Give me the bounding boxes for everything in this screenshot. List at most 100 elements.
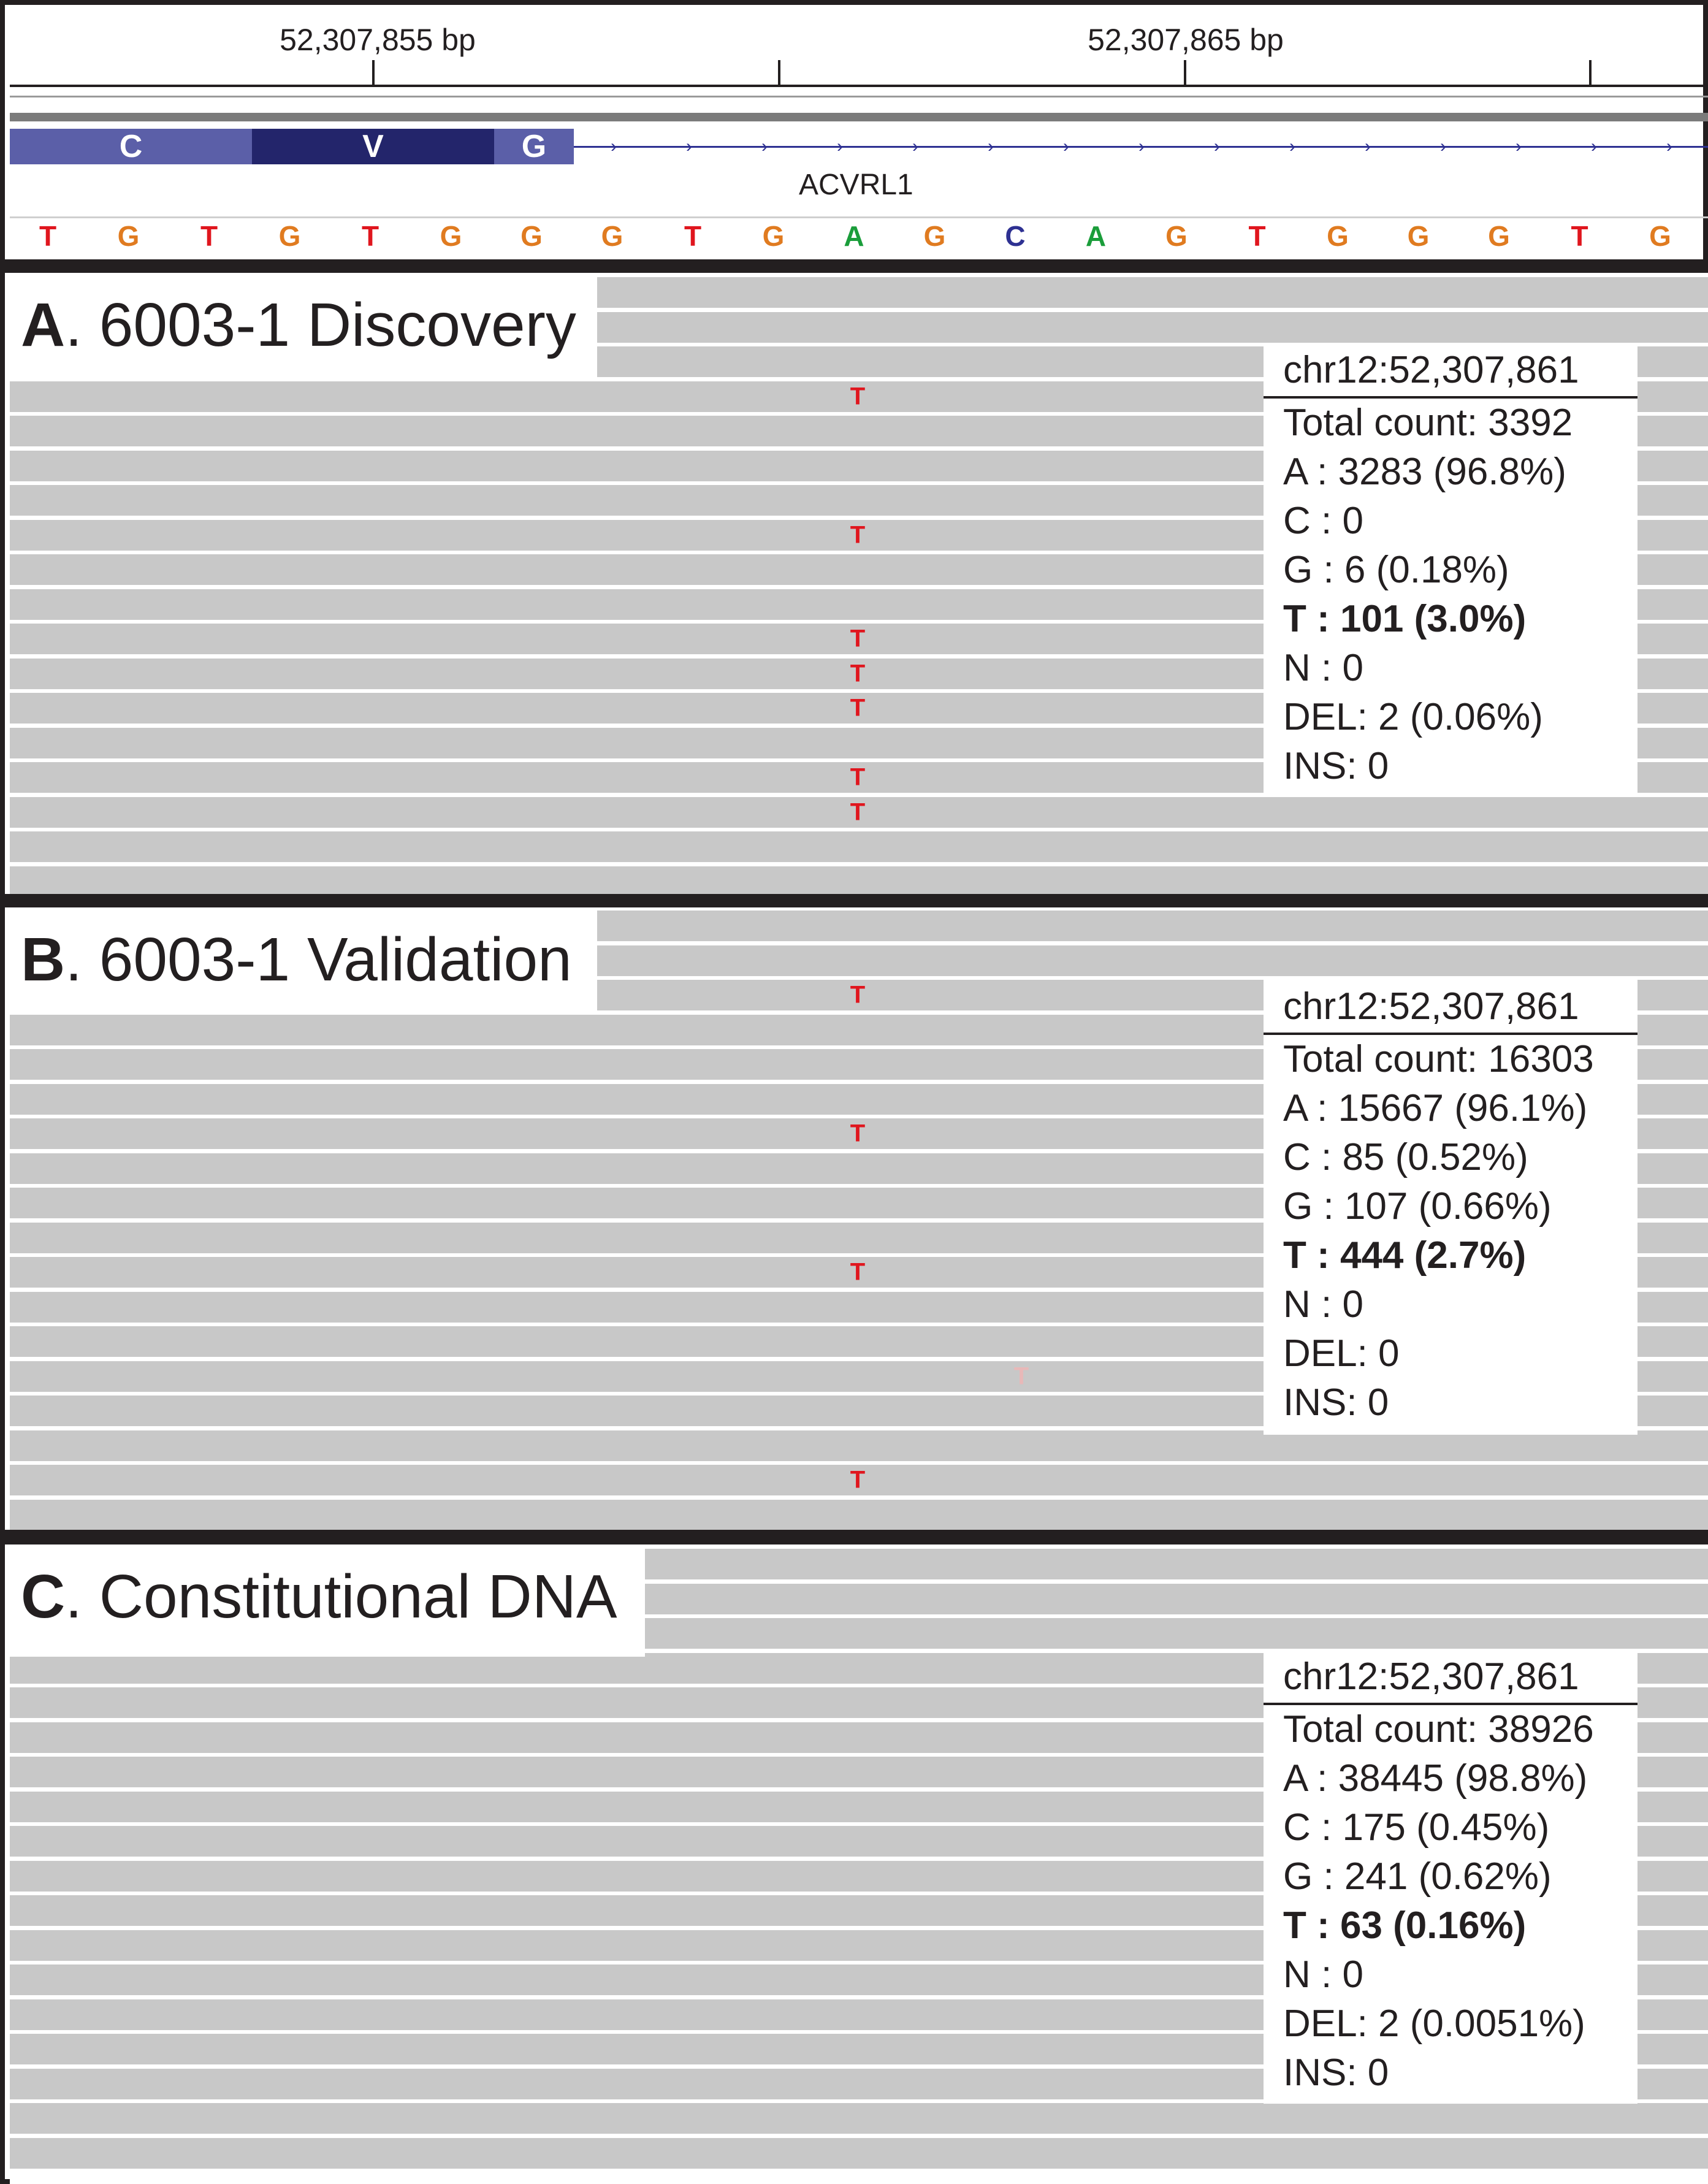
strand-arrow-icon: › — [1214, 136, 1220, 156]
track-divider — [10, 113, 1708, 121]
allele-count-line: N : 0 — [1283, 1953, 1363, 1996]
sequence-read — [10, 2103, 1708, 2134]
popup-locus: chr12:52,307,861 — [1264, 980, 1637, 1035]
exon-amino-acid: C — [119, 129, 143, 164]
panel-separator — [5, 259, 1708, 273]
reference-base: G — [117, 220, 140, 252]
allele-count-line: A : 15667 (96.1%) — [1283, 1087, 1588, 1129]
strand-arrow-icon: › — [1440, 136, 1446, 156]
allele-count-line: T : 101 (3.0%) — [1283, 598, 1527, 640]
panel-constitutional: C. Constitutional DNA chr12:52,307,861 T… — [10, 1544, 1708, 2184]
mismatch-base: T — [850, 660, 866, 687]
strand-arrow-icon: › — [1591, 136, 1597, 156]
sequence-read — [10, 831, 1708, 862]
coordinate-ruler: 52,307,855 bp 52,307,865 bp — [10, 10, 1708, 121]
reference-base: G — [520, 220, 543, 252]
mismatch-base: T — [850, 763, 866, 791]
low-quality-mismatch-base: T — [1013, 1362, 1029, 1389]
allele-count-line: N : 0 — [1283, 1283, 1363, 1326]
popup-lines: Total count: 38926 A : 38445 (98.8%) C : 1… — [1264, 1705, 1637, 2098]
track-divider — [10, 216, 1708, 218]
strand-arrow-icon: › — [1515, 136, 1522, 156]
sequence-read — [10, 1499, 1708, 1530]
reference-base: T — [361, 220, 379, 252]
allele-count-line: C : 85 (0.52%) — [1283, 1136, 1528, 1178]
exon-block: V — [252, 129, 494, 164]
popup-lines: Total count: 3392 A : 3283 (96.8%) C : 0 G … — [1264, 399, 1637, 791]
reference-base: G — [278, 220, 301, 252]
mismatch-base: T — [850, 981, 866, 1009]
exon-block: C — [10, 129, 252, 164]
allele-count-popup: chr12:52,307,861 Total count: 38926 A : 3… — [1264, 1650, 1637, 2104]
panel-title-text: . 6003-1 Validation — [65, 925, 572, 994]
panel-separator — [5, 1530, 1708, 1544]
sequence-read — [10, 1430, 1708, 1461]
reference-base: G — [762, 220, 785, 252]
strand-arrow-icon: › — [611, 136, 617, 156]
allele-count-line: Total count: 16303 — [1283, 1038, 1594, 1080]
reference-base: T — [1248, 220, 1266, 252]
popup-locus: chr12:52,307,861 — [1264, 1650, 1637, 1705]
allele-count-line: INS: 0 — [1283, 1381, 1389, 1424]
allele-count-line: G : 6 (0.18%) — [1283, 549, 1509, 591]
mismatch-base: T — [850, 1120, 866, 1147]
strand-arrow-icon: › — [686, 136, 692, 156]
strand-arrow-icon: › — [1063, 136, 1069, 156]
reference-base: G — [1488, 220, 1510, 252]
allele-count-line: T : 63 (0.16%) — [1283, 1904, 1527, 1947]
reference-base: A — [844, 220, 864, 252]
allele-count-line: INS: 0 — [1283, 2052, 1389, 2094]
allele-count-line: Total count: 38926 — [1283, 1708, 1594, 1751]
strand-arrow-icon: › — [988, 136, 994, 156]
allele-count-line: N : 0 — [1283, 647, 1363, 689]
exon-amino-acid: G — [521, 129, 547, 164]
mismatch-base: T — [850, 521, 866, 548]
allele-count-line: T : 444 (2.7%) — [1283, 1234, 1527, 1277]
reference-base: G — [1165, 220, 1188, 252]
sequence-read — [10, 1465, 1708, 1495]
strand-arrow-icon: › — [1365, 136, 1371, 156]
ruler-label: 52,307,865 bp — [1088, 23, 1284, 57]
reference-base: T — [684, 220, 702, 252]
popup-locus: chr12:52,307,861 — [1264, 343, 1637, 399]
reference-base: T — [39, 220, 57, 252]
allele-count-line: A : 38445 (98.8%) — [1283, 1757, 1588, 1800]
reference-base: T — [200, 220, 218, 252]
mismatch-base: T — [850, 383, 866, 410]
mismatch-base: T — [850, 1258, 866, 1286]
allele-count-line: DEL: 2 (0.0051%) — [1283, 2003, 1585, 2045]
allele-count-line: DEL: 0 — [1283, 1332, 1400, 1375]
reference-base: G — [440, 220, 462, 252]
ruler-tick — [1184, 60, 1186, 85]
panel-letter: A — [21, 291, 66, 359]
reference-base: G — [601, 220, 623, 252]
allele-count-line: G : 107 (0.66%) — [1283, 1185, 1552, 1228]
exon-amino-acid: V — [362, 129, 384, 164]
ruler-tick — [1589, 60, 1592, 85]
ruler-tick — [778, 60, 780, 85]
mismatch-base: T — [850, 625, 866, 652]
mismatch-base: T — [850, 798, 866, 825]
panel-title-text: . 6003-1 Discovery — [65, 291, 576, 359]
allele-count-popup: chr12:52,307,861 Total count: 16303 A : 1… — [1264, 980, 1637, 1435]
reference-base: G — [1327, 220, 1349, 252]
panel-title-text: . Constitutional DNA — [65, 1562, 617, 1631]
allele-count-popup: chr12:52,307,861 Total count: 3392 A : 32… — [1264, 343, 1637, 796]
exon-block: G — [494, 129, 574, 164]
allele-count-line: A : 3283 (96.8%) — [1283, 451, 1566, 493]
panel-title: B. 6003-1 Validation — [10, 907, 597, 1012]
reference-base: G — [923, 220, 946, 252]
sequence-read — [10, 2137, 1708, 2169]
allele-count-line: DEL: 2 (0.06%) — [1283, 696, 1543, 738]
reference-base: G — [1649, 220, 1671, 252]
popup-lines: Total count: 16303 A : 15667 (96.1%) C : 8… — [1264, 1035, 1637, 1427]
strand-arrow-icon: › — [1138, 136, 1145, 156]
allele-count-line: INS: 0 — [1283, 745, 1389, 787]
strand-arrow-icon: › — [837, 136, 843, 156]
panel-letter: B — [21, 925, 66, 994]
mismatch-base: T — [850, 694, 866, 722]
strand-arrow-icon: › — [912, 136, 918, 156]
